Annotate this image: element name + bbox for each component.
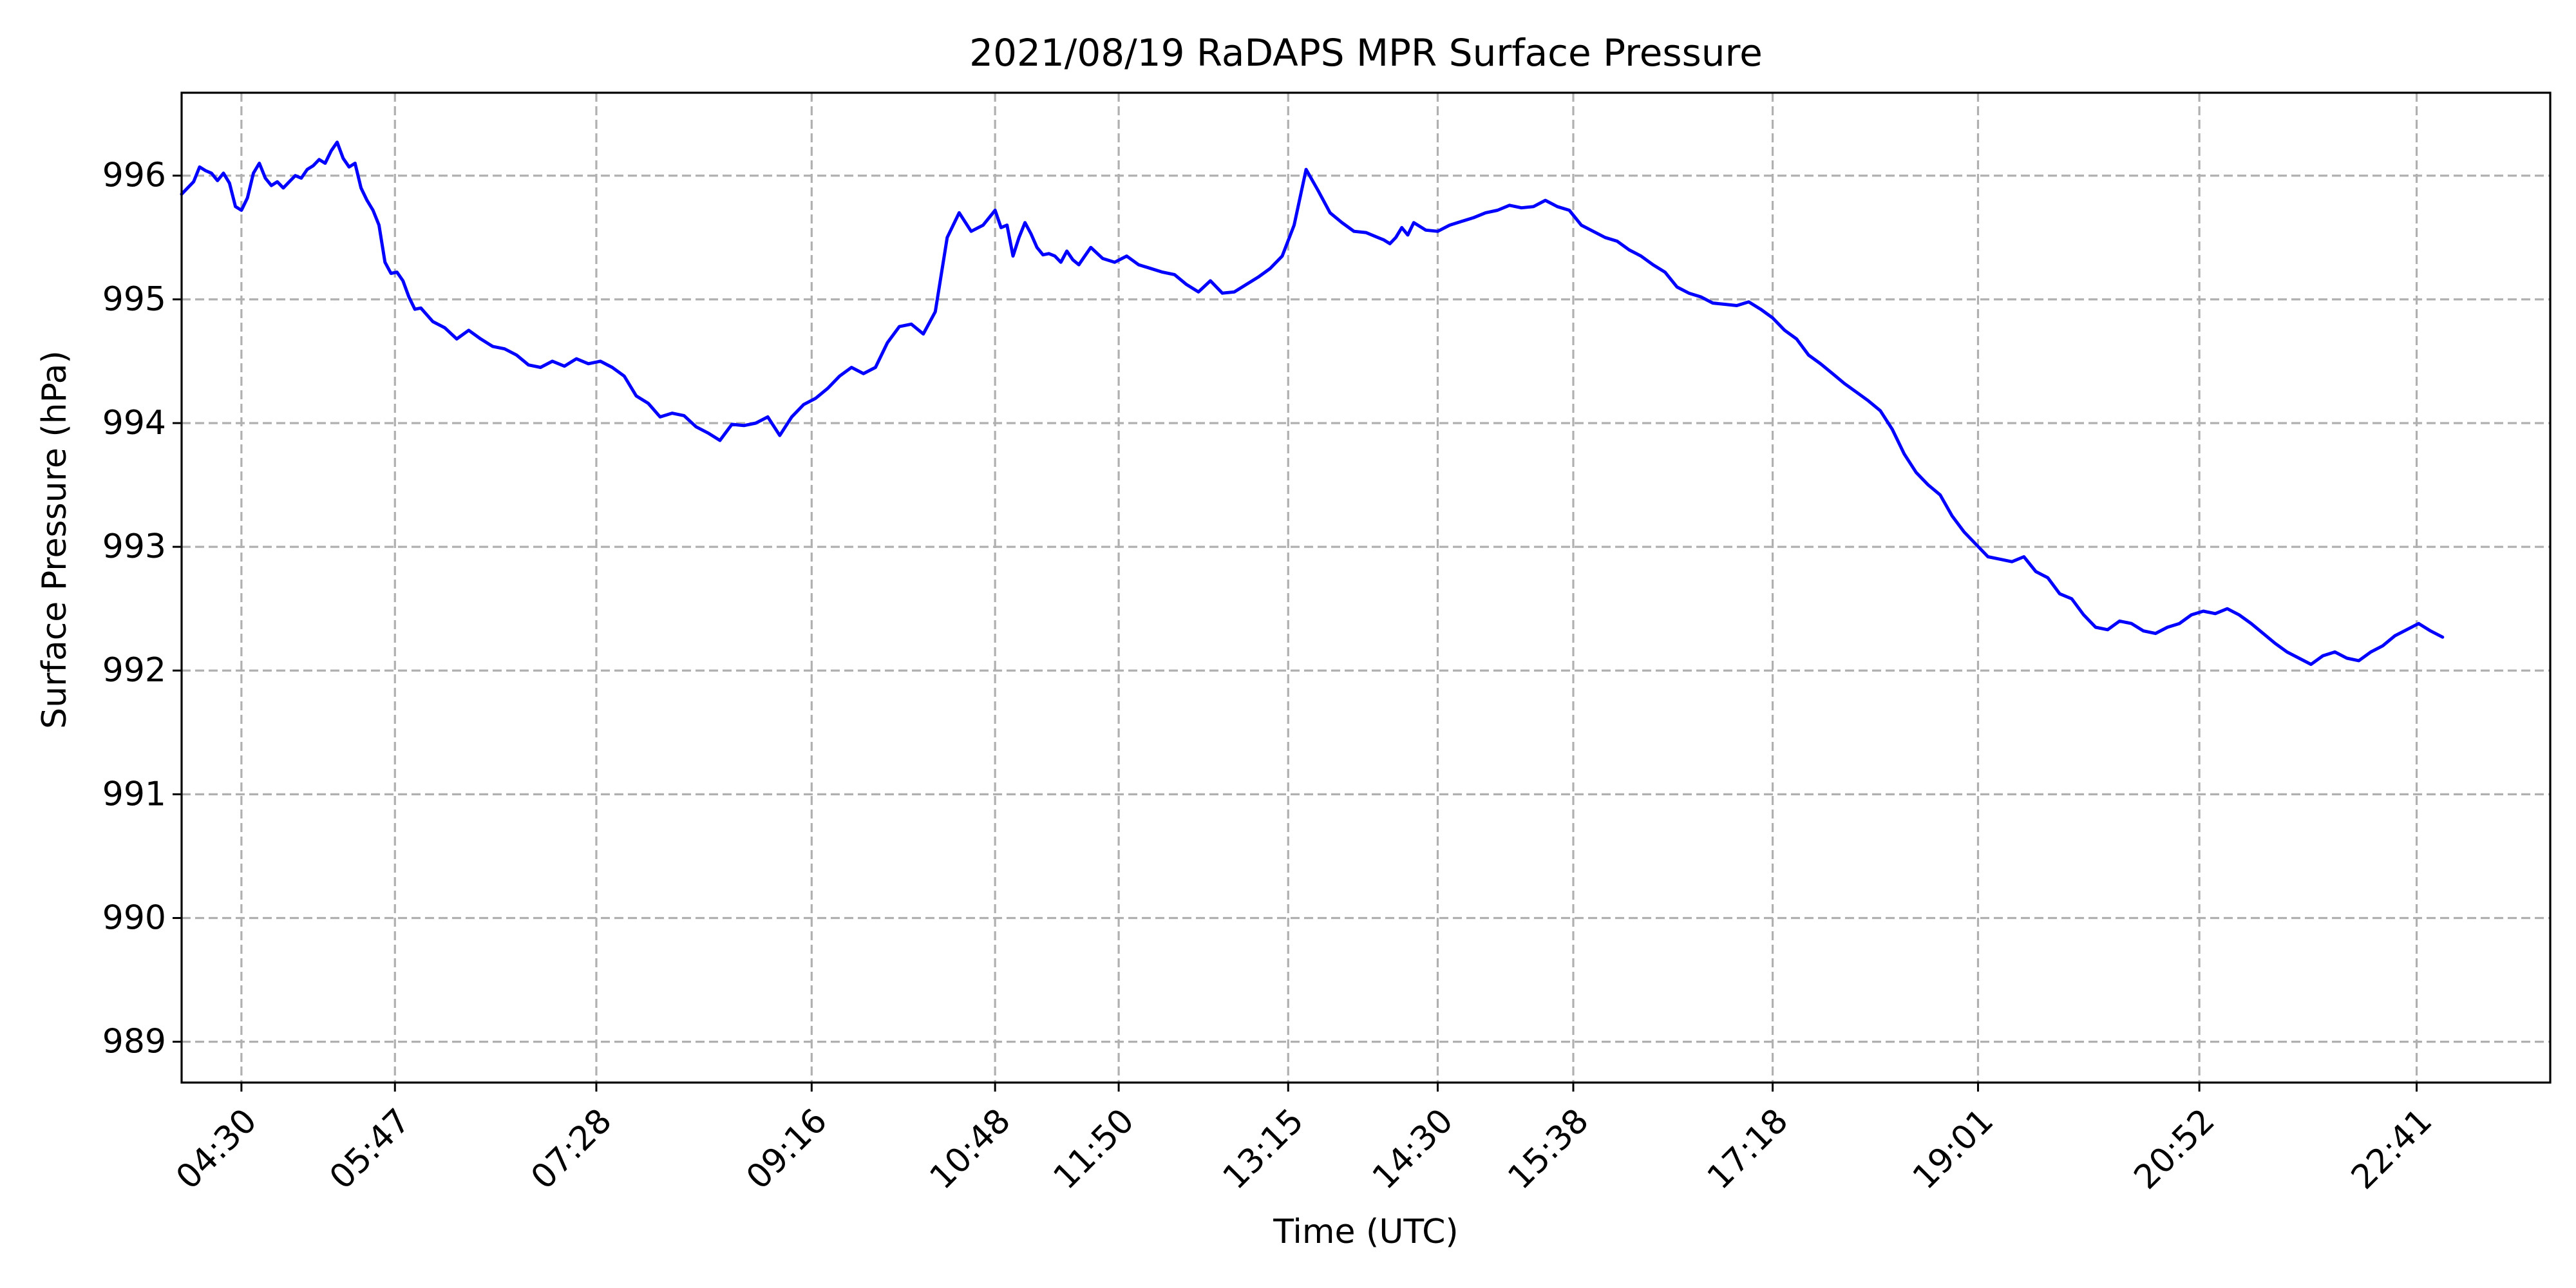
chart-title: 2021/08/19 RaDAPS MPR Surface Pressure [969,31,1763,75]
plot-frame [180,91,2552,1084]
y-tick-label: 993 [102,527,166,566]
series-group [180,140,2445,667]
gridlines [182,93,2550,1083]
y-tick-label: 996 [102,156,166,195]
y-tick-label: 995 [102,280,166,319]
plot-area [182,93,2550,1083]
x-axis-label: Time (UTC) [1273,1213,1458,1251]
y-axis: 989 990 991 992 993 994 995 996 [102,156,182,1061]
y-axis-label: Surface Pressure (hPa) [35,350,74,729]
y-tick-label: 992 [102,651,166,690]
y-tick-label: 994 [102,404,166,442]
y-tick-label: 990 [102,898,166,937]
pressure-series-line [180,140,2445,667]
y-tick-label: 989 [102,1023,166,1061]
y-tick-label: 991 [102,775,166,813]
